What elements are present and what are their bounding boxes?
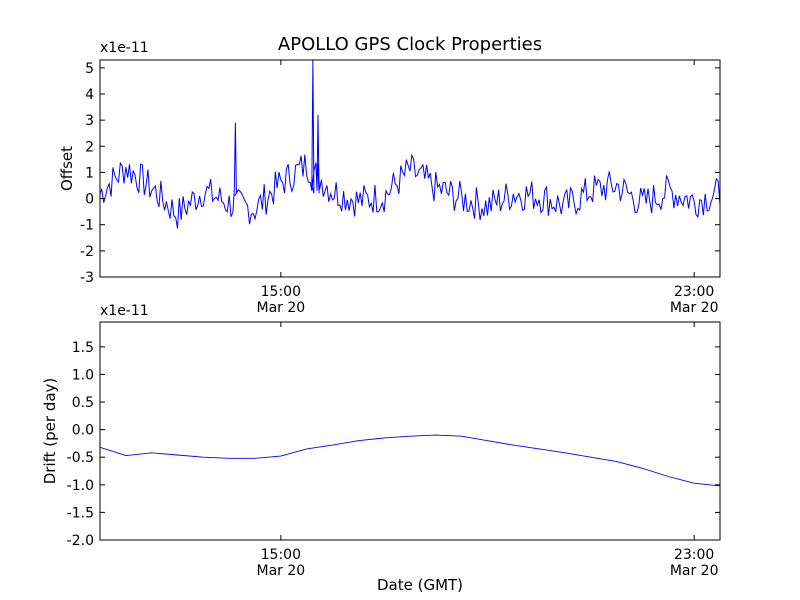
y-tick-label: -1.5 <box>67 505 94 521</box>
y-tick-label: 2 <box>85 139 94 155</box>
y-tick-label: 1.5 <box>72 340 94 356</box>
y-tick-label: 0 <box>85 192 94 208</box>
x-tick-label-date: Mar 20 <box>256 563 305 579</box>
y-tick-label: 4 <box>85 87 94 103</box>
y-tick-label: 0.5 <box>72 395 94 411</box>
plot-frame <box>99 321 721 541</box>
y-tick-label: -2 <box>80 244 94 260</box>
x-tick-label-time: 23:00 <box>674 284 714 300</box>
y-scale-label: x1e-11 <box>100 40 149 56</box>
y-tick-label: -1 <box>80 218 94 234</box>
y-tick-label: -1.0 <box>67 478 94 494</box>
plot-frame <box>99 59 721 278</box>
y-tick-label: 0.0 <box>72 423 94 439</box>
x-tick-label-time: 23:00 <box>674 547 714 563</box>
series-line <box>100 60 720 229</box>
y-axis-label: Offset <box>58 146 76 191</box>
y-scale-label: x1e-11 <box>100 303 149 319</box>
y-tick-label: -3 <box>80 270 94 286</box>
series-line <box>100 434 720 487</box>
x-axis-label: Date (GMT) <box>377 576 463 594</box>
y-tick-label: 3 <box>85 113 94 129</box>
y-tick-label: 1.0 <box>72 367 94 383</box>
x-tick-label-date: Mar 20 <box>256 300 305 316</box>
y-tick-label: 5 <box>85 61 94 77</box>
x-tick-label-date: Mar 20 <box>670 563 719 579</box>
x-tick-label-time: 15:00 <box>261 284 301 300</box>
y-axis-label: Drift (per day) <box>41 378 59 485</box>
y-tick-label: 1 <box>85 165 94 181</box>
x-tick-label-date: Mar 20 <box>670 300 719 316</box>
y-tick-label: -0.5 <box>67 450 94 466</box>
chart-title: APOLLO GPS Clock Properties <box>278 34 542 55</box>
y-tick-label: -2.0 <box>67 533 94 549</box>
x-tick-label-time: 15:00 <box>261 547 301 563</box>
